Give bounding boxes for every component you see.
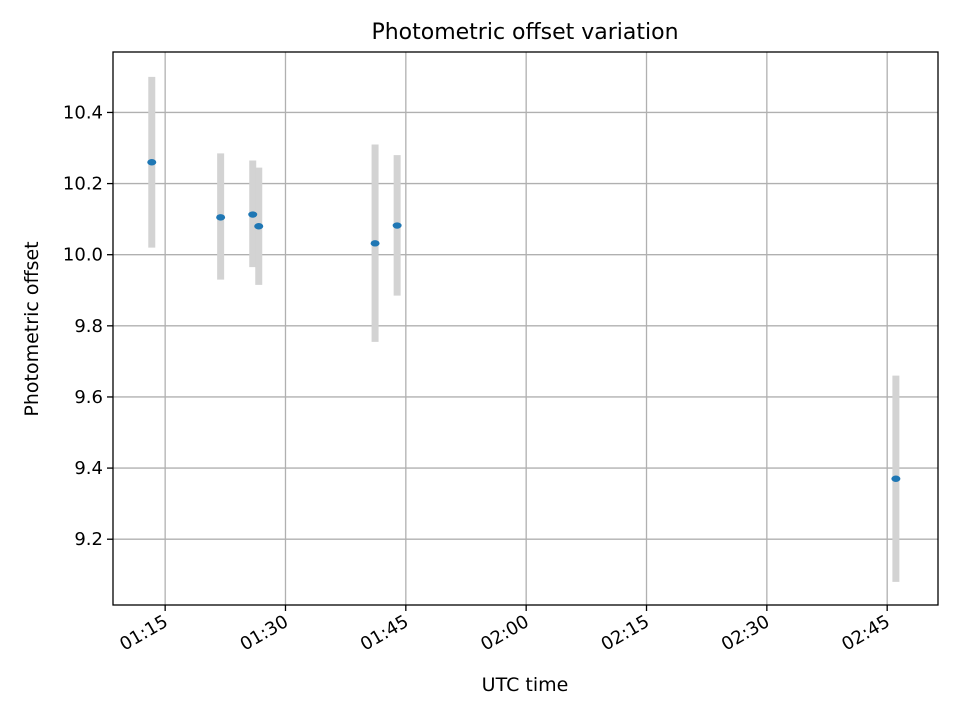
data-point <box>147 159 157 166</box>
chart-title: Photometric offset variation <box>371 20 678 45</box>
y-tick-label: 10.2 <box>63 174 103 195</box>
data-point <box>370 240 380 247</box>
y-tick-label: 10.0 <box>63 245 103 266</box>
y-tick-label: 9.2 <box>74 529 103 550</box>
y-tick-label: 10.4 <box>63 102 103 123</box>
data-point <box>392 222 402 229</box>
data-point <box>254 223 264 230</box>
data-point <box>216 214 226 221</box>
y-tick-label: 9.8 <box>74 316 103 337</box>
data-point <box>248 211 258 218</box>
data-points <box>147 159 901 482</box>
y-tick-label: 9.6 <box>74 387 103 408</box>
plot-area-frame <box>112 51 939 606</box>
y-tick-label: 9.4 <box>74 458 103 479</box>
x-axis-label: UTC time <box>482 674 569 696</box>
y-axis-label: Photometric offset <box>21 241 43 416</box>
y-axis-ticks: 9.2 9.4 9.6 9.8 10.0 10.2 10.4 <box>63 102 113 550</box>
data-point <box>891 475 901 482</box>
